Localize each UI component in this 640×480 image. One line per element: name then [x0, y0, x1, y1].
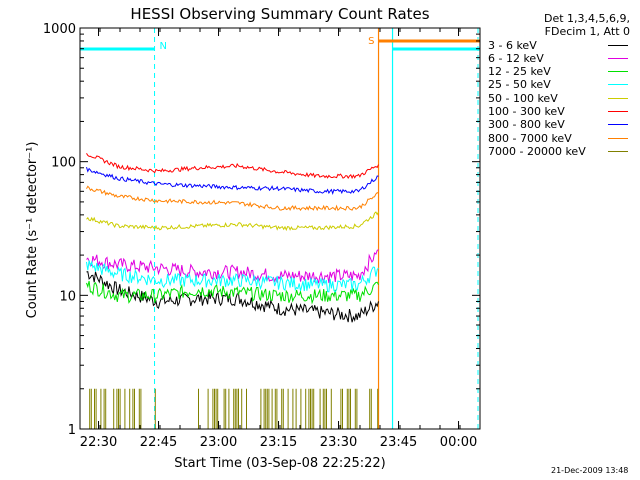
series-line: [86, 249, 379, 284]
y-tick-label: 100: [51, 156, 76, 171]
x-tick-label: 23:30: [320, 435, 357, 450]
legend-label: 6 - 12 keV: [488, 51, 544, 65]
legend-swatch: [608, 57, 628, 59]
legend-entry: 12 - 25 keV: [482, 65, 630, 78]
legend-entry: 50 - 100 keV: [482, 92, 630, 105]
x-tick-label: 00:00: [440, 435, 477, 450]
legend-entry: 800 - 7000 keV: [482, 132, 630, 145]
legend-swatch: [608, 124, 628, 126]
legend-swatch: [608, 150, 628, 152]
series-line: [86, 166, 379, 195]
night-interval-label: N: [160, 41, 167, 52]
y-axis-label: Count Rate (s⁻¹ detector⁻¹): [25, 142, 40, 319]
legend-swatch: [608, 137, 628, 139]
legend-entry: 7000 - 20000 keV: [482, 145, 630, 158]
legend-swatch: [608, 97, 628, 99]
x-tick-label: 22:30: [80, 435, 117, 450]
legend-swatch: [608, 84, 628, 86]
footer-timestamp: 21-Dec-2009 13:48: [551, 466, 629, 475]
x-tick-label: 23:45: [380, 435, 417, 450]
x-tick-label: 23:15: [260, 435, 297, 450]
x-tick-label: 22:45: [140, 435, 177, 450]
legend-label: 25 - 50 keV: [488, 78, 551, 92]
series-layer: [86, 153, 379, 429]
series-line: [86, 211, 379, 232]
series-line: [86, 260, 379, 293]
series-line: [86, 185, 379, 212]
legend-swatch: [608, 111, 628, 113]
legend-entry: 300 - 800 keV: [482, 118, 630, 131]
series-line: [86, 153, 379, 180]
series-line: [86, 271, 379, 323]
y-tick-label: 1000: [43, 22, 76, 37]
legend-header-line-2: FDecim 1, Att 0: [544, 25, 630, 39]
legend-label: 7000 - 20000 keV: [488, 144, 586, 158]
y-axis-label-text: Count Rate (s⁻¹ detector⁻¹): [25, 142, 40, 319]
tick-layer: 1 10 100 1000 22:30 22:45 23:00 23:15 23:30 23:45…: [43, 22, 481, 450]
legend: Det 1,3,4,5,6,9, FDecim 1, Att 0 3 - 6 k…: [482, 12, 630, 158]
legend-entry: 6 - 12 keV: [482, 52, 630, 65]
saa-interval-label: S: [368, 36, 374, 47]
legend-entry: 100 - 300 keV: [482, 105, 630, 118]
legend-entry: 25 - 50 keV: [482, 78, 630, 91]
legend-label: 50 - 100 keV: [488, 91, 558, 105]
legend-swatch: [608, 71, 628, 73]
legend-entry: 3 - 6 keV: [482, 39, 630, 52]
legend-label: 3 - 6 keV: [488, 38, 537, 52]
legend-label: 800 - 7000 keV: [488, 131, 572, 145]
legend-label: 12 - 25 keV: [488, 65, 551, 79]
y-tick-label: 10: [59, 289, 76, 304]
legend-label: 300 - 800 keV: [488, 118, 565, 132]
x-tick-label: 23:00: [200, 435, 237, 450]
legend-header-line-1: Det 1,3,4,5,6,9,: [543, 12, 630, 25]
legend-label: 100 - 300 keV: [488, 105, 565, 119]
series-line: [86, 280, 379, 305]
chart-title: HESSI Observing Summary Count Rates: [130, 5, 429, 23]
y-tick-label: 1: [68, 423, 76, 438]
legend-swatch: [608, 44, 628, 46]
x-axis-label: Start Time (03-Sep-08 22:25:22): [174, 456, 385, 471]
